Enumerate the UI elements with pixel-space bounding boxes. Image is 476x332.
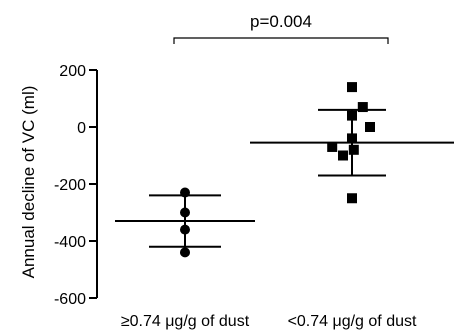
data-point bbox=[347, 82, 357, 93]
y-tick-label: -600 bbox=[54, 291, 86, 308]
data-point bbox=[347, 133, 357, 144]
data-point bbox=[365, 122, 375, 132]
data-point bbox=[180, 224, 190, 235]
p-value-label: p=0.004 bbox=[250, 12, 312, 31]
data-point bbox=[338, 150, 348, 161]
y-tick-label: -400 bbox=[54, 234, 86, 251]
data-point bbox=[180, 187, 190, 198]
data-point bbox=[327, 141, 338, 152]
data-point bbox=[347, 110, 357, 121]
y-tick-label: -200 bbox=[54, 177, 86, 194]
data-marks bbox=[115, 82, 454, 258]
x-axis-tick-labels: ≥0.74 μg/g of dust <0.74 μg/g of dust bbox=[121, 313, 417, 330]
x-tick-label: ≥0.74 μg/g of dust bbox=[121, 313, 250, 330]
y-tick-label: 0 bbox=[77, 120, 86, 137]
x-tick-label: <0.74 μg/g of dust bbox=[288, 313, 417, 330]
data-point bbox=[348, 144, 359, 155]
y-axis-ticks: 200 0 -200 -400 -600 bbox=[54, 63, 97, 308]
data-point bbox=[347, 193, 357, 204]
data-point bbox=[357, 102, 368, 113]
y-tick-label: 200 bbox=[59, 63, 86, 80]
y-axis-label: Annual decline of VC (ml) bbox=[19, 86, 38, 279]
data-point bbox=[180, 247, 190, 258]
significance-bracket bbox=[173, 37, 389, 44]
significance-annotation: p=0.004 bbox=[173, 12, 389, 44]
data-point bbox=[180, 207, 190, 218]
